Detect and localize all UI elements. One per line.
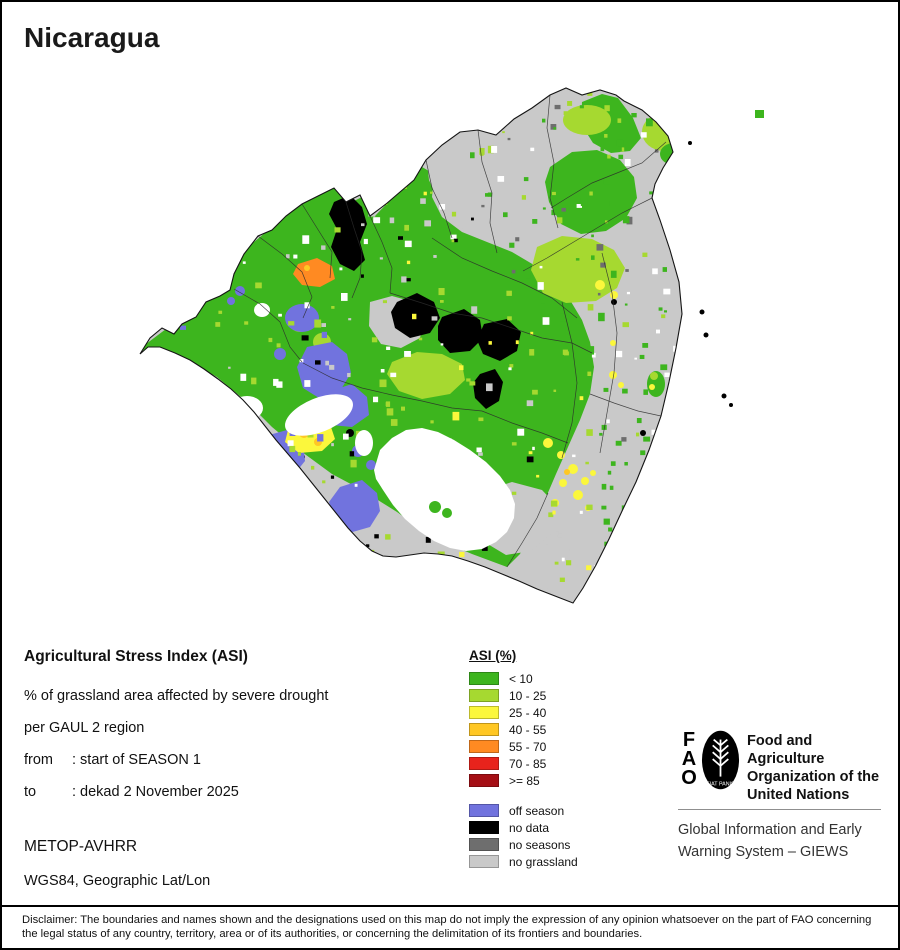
fao-org-name: Food and Agriculture Organization of the…: [747, 732, 883, 804]
fao-wheat-emblem-icon: FIAT PANIS: [701, 730, 740, 790]
legend-label: >= 85: [509, 773, 540, 788]
legend-label: < 10: [509, 671, 533, 686]
asi-legend: ASI (%) < 10 10 - 25 25 - 40 40 - 55 55 …: [469, 648, 578, 870]
legend-label: off season: [509, 803, 565, 818]
from-value: : start of SEASON 1: [72, 752, 201, 768]
legend-swatch: [469, 855, 499, 868]
country-fill-group: [140, 88, 682, 603]
period-from: from : start of SEASON 1: [24, 752, 454, 768]
legend-label: 70 - 85: [509, 756, 547, 771]
fao-org-line: Food and Agriculture: [747, 733, 825, 767]
legend-swatch: [469, 689, 499, 702]
fao-org-line: Organization of the: [747, 769, 880, 785]
legend-label: no seasons: [509, 837, 571, 852]
legend-label: 55 - 70: [509, 739, 547, 754]
legend-row: no data: [469, 819, 578, 836]
sensor-name: METOP-AVHRR: [24, 838, 138, 855]
legend-swatch: [469, 838, 499, 851]
legend-swatch: [469, 804, 499, 817]
legend-row: 25 - 40: [469, 704, 578, 721]
legend-extra-group: off season no data no seasons no grassla…: [469, 802, 578, 870]
legend-swatch: [469, 723, 499, 736]
giews-line: Global Information and Early: [678, 822, 862, 838]
legend-row: off season: [469, 802, 578, 819]
legend-row: 70 - 85: [469, 755, 578, 772]
page-title: Nicaragua: [24, 22, 160, 53]
asi-heading: Agricultural Stress Index (ASI): [24, 648, 248, 665]
sensor-block: METOP-AVHRR WGS84, Geographic Lat/Lon: [24, 838, 210, 889]
fao-divider: [678, 809, 881, 810]
legend-label: 40 - 55: [509, 722, 547, 737]
projection-info: WGS84, Geographic Lat/Lon: [24, 873, 211, 889]
legend-row: no grassland: [469, 853, 578, 870]
legend-swatch: [469, 740, 499, 753]
legend-swatch: [469, 821, 499, 834]
giews-line: Warning System – GIEWS: [678, 844, 849, 860]
legend-label: 10 - 25: [509, 688, 547, 703]
lake-nicaragua: [374, 428, 515, 551]
from-label: from: [24, 752, 53, 768]
legend-label: no grassland: [509, 854, 578, 869]
disclaimer-text: Disclaimer: The boundaries and names sho…: [22, 914, 872, 940]
fao-motto: FIAT PANIS: [706, 781, 735, 787]
legend-row: 55 - 70: [469, 738, 578, 755]
fao-logo: FAO FIAT PANIS: [678, 729, 740, 792]
info-block: Agricultural Stress Index (ASI) % of gra…: [24, 648, 454, 816]
lake-managua: [285, 394, 353, 436]
asi-description-line1: % of grassland area affected by severe d…: [24, 688, 329, 704]
to-value: : dekad 2 November 2025: [72, 784, 239, 800]
legend-row: >= 85: [469, 772, 578, 789]
country-outline: [139, 87, 683, 604]
fao-org-line: United Nations: [747, 787, 850, 803]
legend-swatch: [469, 774, 499, 787]
legend-row: 40 - 55: [469, 721, 578, 738]
to-label: to: [24, 784, 37, 800]
legend-title: ASI (%): [469, 648, 517, 663]
legend-row: < 10: [469, 670, 578, 687]
offshore-islands: [688, 110, 764, 407]
legend-label: 25 - 40: [509, 705, 547, 720]
legend-swatch: [469, 706, 499, 719]
legend-swatch: [469, 672, 499, 685]
legend-row: 10 - 25: [469, 687, 578, 704]
giews-name: Global Information and Early Warning Sys…: [678, 819, 862, 863]
legend-label: no data: [509, 820, 550, 835]
asi-description-line2: per GAUL 2 region: [24, 720, 145, 736]
legend-row: no seasons: [469, 836, 578, 853]
admin-boundaries: [233, 94, 667, 568]
period-to: to : dekad 2 November 2025: [24, 784, 454, 800]
disclaimer-bar: Disclaimer: The boundaries and names sho…: [2, 905, 898, 948]
legend-swatch: [469, 757, 499, 770]
fao-logo-letters: FAO: [678, 729, 700, 786]
